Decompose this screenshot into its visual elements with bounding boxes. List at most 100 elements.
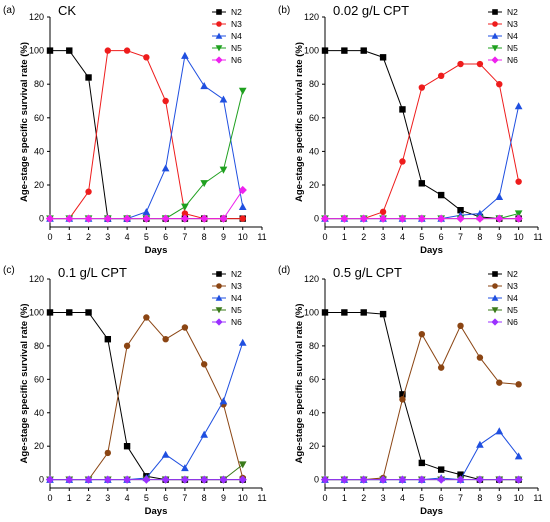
legend-label: N3 <box>231 19 242 29</box>
data-point <box>238 203 247 211</box>
data-point <box>161 450 170 458</box>
series-n4 <box>321 102 523 222</box>
y-tick-label: 0 <box>39 214 44 224</box>
x-tick-label: 3 <box>105 232 110 242</box>
legend-label: N5 <box>507 43 518 53</box>
data-point <box>398 214 407 223</box>
legend-label: N6 <box>231 317 242 327</box>
data-point <box>104 47 112 54</box>
series-n3 <box>46 314 246 483</box>
data-point <box>84 214 93 223</box>
legend-marker <box>492 9 498 15</box>
data-point <box>457 471 464 478</box>
data-point <box>476 60 484 68</box>
data-point <box>161 214 170 223</box>
data-point <box>514 214 523 223</box>
series-n4 <box>46 51 247 222</box>
x-tick-label: 1 <box>67 232 72 242</box>
legend-label: N5 <box>507 305 518 315</box>
data-point <box>456 214 465 223</box>
legend-marker <box>215 294 223 301</box>
data-point <box>181 464 189 472</box>
legend-marker <box>491 45 499 52</box>
data-point <box>238 185 247 195</box>
y-tick-label: 0 <box>314 214 319 224</box>
y-tick-label: 60 <box>34 113 44 123</box>
x-tick-label: 8 <box>477 232 482 242</box>
data-point <box>514 210 523 218</box>
x-tick-label: 0 <box>47 232 52 242</box>
series-n6 <box>45 185 247 223</box>
data-point <box>437 364 445 371</box>
panel-label: (c) <box>3 265 15 276</box>
data-point <box>238 475 247 484</box>
x-tick-label: 11 <box>257 232 266 242</box>
data-point <box>239 215 246 222</box>
data-point <box>219 397 228 405</box>
data-point <box>180 214 190 223</box>
data-point <box>340 214 349 223</box>
series-n3 <box>46 47 246 222</box>
series-n2 <box>321 47 522 222</box>
legend-marker <box>492 283 498 289</box>
data-point <box>162 335 169 343</box>
data-point <box>476 354 484 361</box>
data-point <box>219 95 228 103</box>
data-point <box>515 381 522 388</box>
legend-label: N4 <box>507 293 518 303</box>
y-tick-label: 80 <box>309 79 319 89</box>
legend: N2 N3 N4 N5 N6 <box>212 7 242 65</box>
data-point <box>238 87 247 95</box>
data-point <box>161 475 170 484</box>
data-point <box>85 74 92 81</box>
data-point <box>181 210 189 217</box>
legend-marker <box>215 32 223 39</box>
x-tick-label: 4 <box>125 493 130 503</box>
legend-label: N3 <box>507 19 518 29</box>
data-point <box>456 475 465 484</box>
legend-label: N6 <box>507 317 518 327</box>
data-point <box>162 97 169 105</box>
legend-marker <box>491 307 499 314</box>
x-tick-label: 2 <box>361 493 366 503</box>
y-tick-label: 0 <box>39 475 44 485</box>
data-point <box>417 475 426 484</box>
legend-marker <box>216 9 222 15</box>
x-tick-label: 6 <box>439 232 444 242</box>
y-axis-title: Age-stage specific survival rate (%) <box>19 42 30 202</box>
y-tick-label: 20 <box>34 180 44 190</box>
series-line <box>325 324 519 481</box>
data-point <box>219 214 228 223</box>
x-tick-label: 11 <box>257 493 266 503</box>
data-point <box>84 475 93 484</box>
x-tick-label: 3 <box>381 493 386 503</box>
x-tick-label: 8 <box>202 232 207 242</box>
data-point <box>495 214 504 223</box>
panel-label: (d) <box>278 265 290 276</box>
data-point <box>200 475 209 484</box>
y-tick-label: 120 <box>304 12 319 22</box>
legend-label: N5 <box>231 305 242 315</box>
data-point <box>379 208 387 216</box>
data-point <box>65 214 74 223</box>
panel-label: (b) <box>278 5 290 16</box>
panel-title: CK <box>58 3 76 18</box>
x-tick-label: 7 <box>182 493 187 503</box>
data-point <box>200 430 209 438</box>
data-point <box>161 164 170 172</box>
x-tick-label: 9 <box>221 232 226 242</box>
x-tick-label: 9 <box>221 493 226 503</box>
y-tick-label: 40 <box>309 408 319 418</box>
legend-label: N2 <box>507 7 518 17</box>
series-line <box>50 316 244 481</box>
data-point <box>495 192 504 200</box>
legend-marker <box>492 21 498 27</box>
legend-label: N2 <box>507 269 518 279</box>
legend-label: N4 <box>507 31 518 41</box>
legend-label: N3 <box>507 281 518 291</box>
series-line <box>50 311 243 481</box>
x-tick-label: 7 <box>458 493 463 503</box>
data-point <box>379 54 387 61</box>
series-n4 <box>321 427 523 483</box>
data-point <box>341 47 348 54</box>
